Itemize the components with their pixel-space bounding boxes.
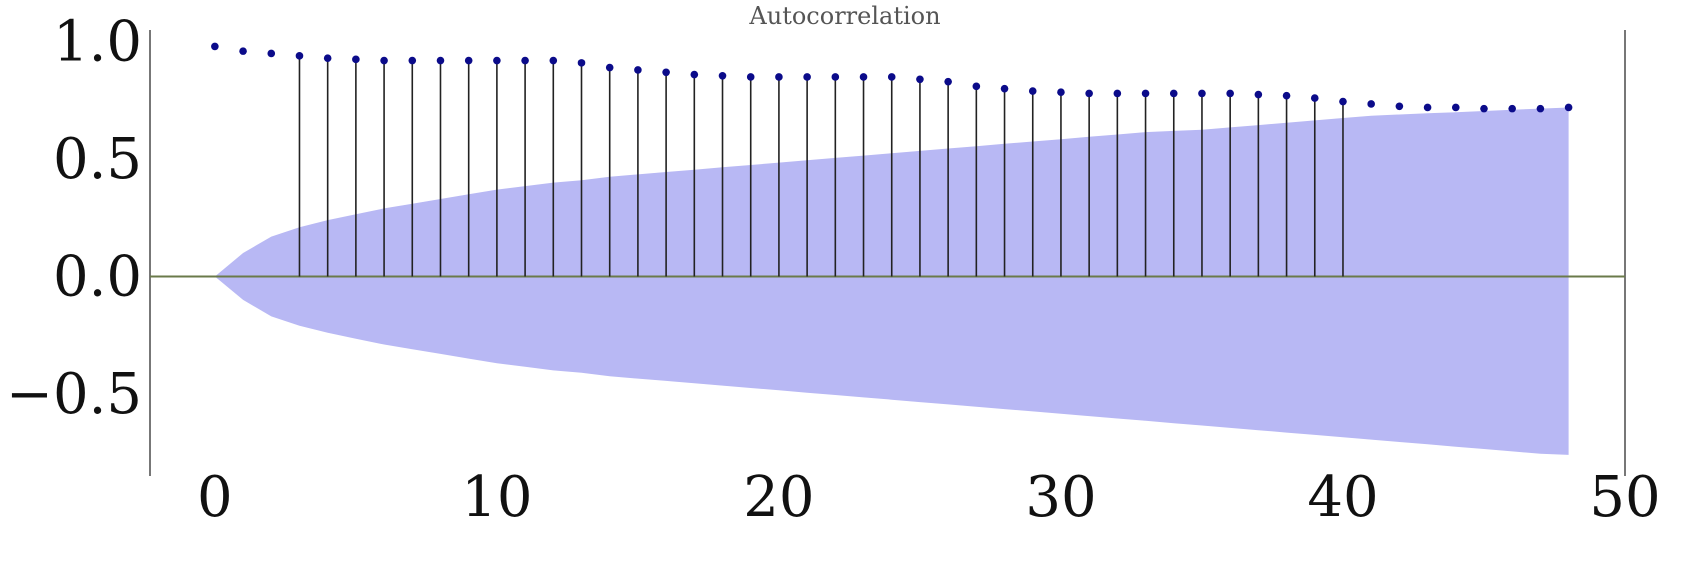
acf-point (972, 82, 981, 91)
x-tick-label: 40 (1307, 465, 1378, 530)
x-tick-label: 20 (743, 465, 814, 530)
acf-point (944, 77, 952, 86)
acf-point (295, 52, 304, 60)
acf-point (1339, 97, 1347, 106)
acf-point (352, 55, 360, 64)
acf-point (1169, 89, 1178, 98)
acf-point (1028, 87, 1037, 95)
acf-point (267, 49, 276, 58)
acf-point (803, 73, 811, 81)
acf-point (1564, 103, 1573, 112)
acf-point (1226, 89, 1234, 98)
acf-point (662, 68, 670, 77)
y-tick-labels: 1.0 0.5 0.0 −0.5 (6, 10, 142, 427)
acf-point (1451, 103, 1460, 112)
acf-point (1141, 89, 1150, 98)
acf-point (1423, 103, 1432, 112)
acf-point (746, 73, 755, 81)
acf-point (549, 56, 558, 65)
acf-point (408, 56, 417, 65)
acf-point (380, 56, 388, 65)
chart-title: Autocorrelation (748, 2, 940, 30)
acf-point (690, 70, 699, 79)
acf-point (1395, 102, 1404, 111)
acf-point (323, 54, 332, 62)
y-tick-label: 0.5 (53, 127, 142, 192)
stem-layer (298, 55, 1344, 277)
x-tick-labels: 0 10 20 30 40 50 (197, 465, 1661, 530)
acf-point (718, 71, 727, 80)
point-layer (211, 42, 1573, 113)
acf-point (211, 42, 219, 51)
acf-point (1254, 90, 1263, 99)
acf-point (1367, 100, 1375, 108)
axes-layer (149, 30, 1626, 476)
y-tick-label: 0.0 (53, 244, 142, 309)
y-tick-label: 1.0 (53, 10, 142, 75)
acf-point (605, 63, 614, 72)
acf-point (634, 66, 642, 74)
acf-point (1057, 88, 1065, 97)
acf-point (1000, 84, 1009, 93)
x-tick-label: 50 (1589, 465, 1660, 530)
acf-point (1282, 91, 1291, 100)
acf-point (464, 56, 473, 65)
acf-point (1085, 89, 1093, 98)
acf-point (916, 75, 924, 84)
acf-point (1508, 104, 1516, 113)
acf-point (775, 73, 783, 81)
acf-point (1310, 94, 1319, 102)
acf-point (1536, 104, 1545, 113)
acf-point (1113, 89, 1122, 98)
x-tick-label: 10 (461, 465, 532, 530)
acf-point (577, 59, 586, 67)
acf-point (521, 56, 529, 65)
x-tick-label: 0 (197, 465, 233, 530)
x-tick-label: 30 (1025, 465, 1096, 530)
acf-point (436, 56, 445, 65)
acf-point (831, 73, 840, 81)
acf-point (859, 73, 868, 81)
y-tick-label: −0.5 (6, 362, 142, 427)
acf-point (1198, 89, 1206, 98)
acf-point (1480, 104, 1488, 113)
acf-point (493, 56, 501, 65)
acf-point (239, 47, 247, 55)
acf-point (887, 73, 896, 81)
